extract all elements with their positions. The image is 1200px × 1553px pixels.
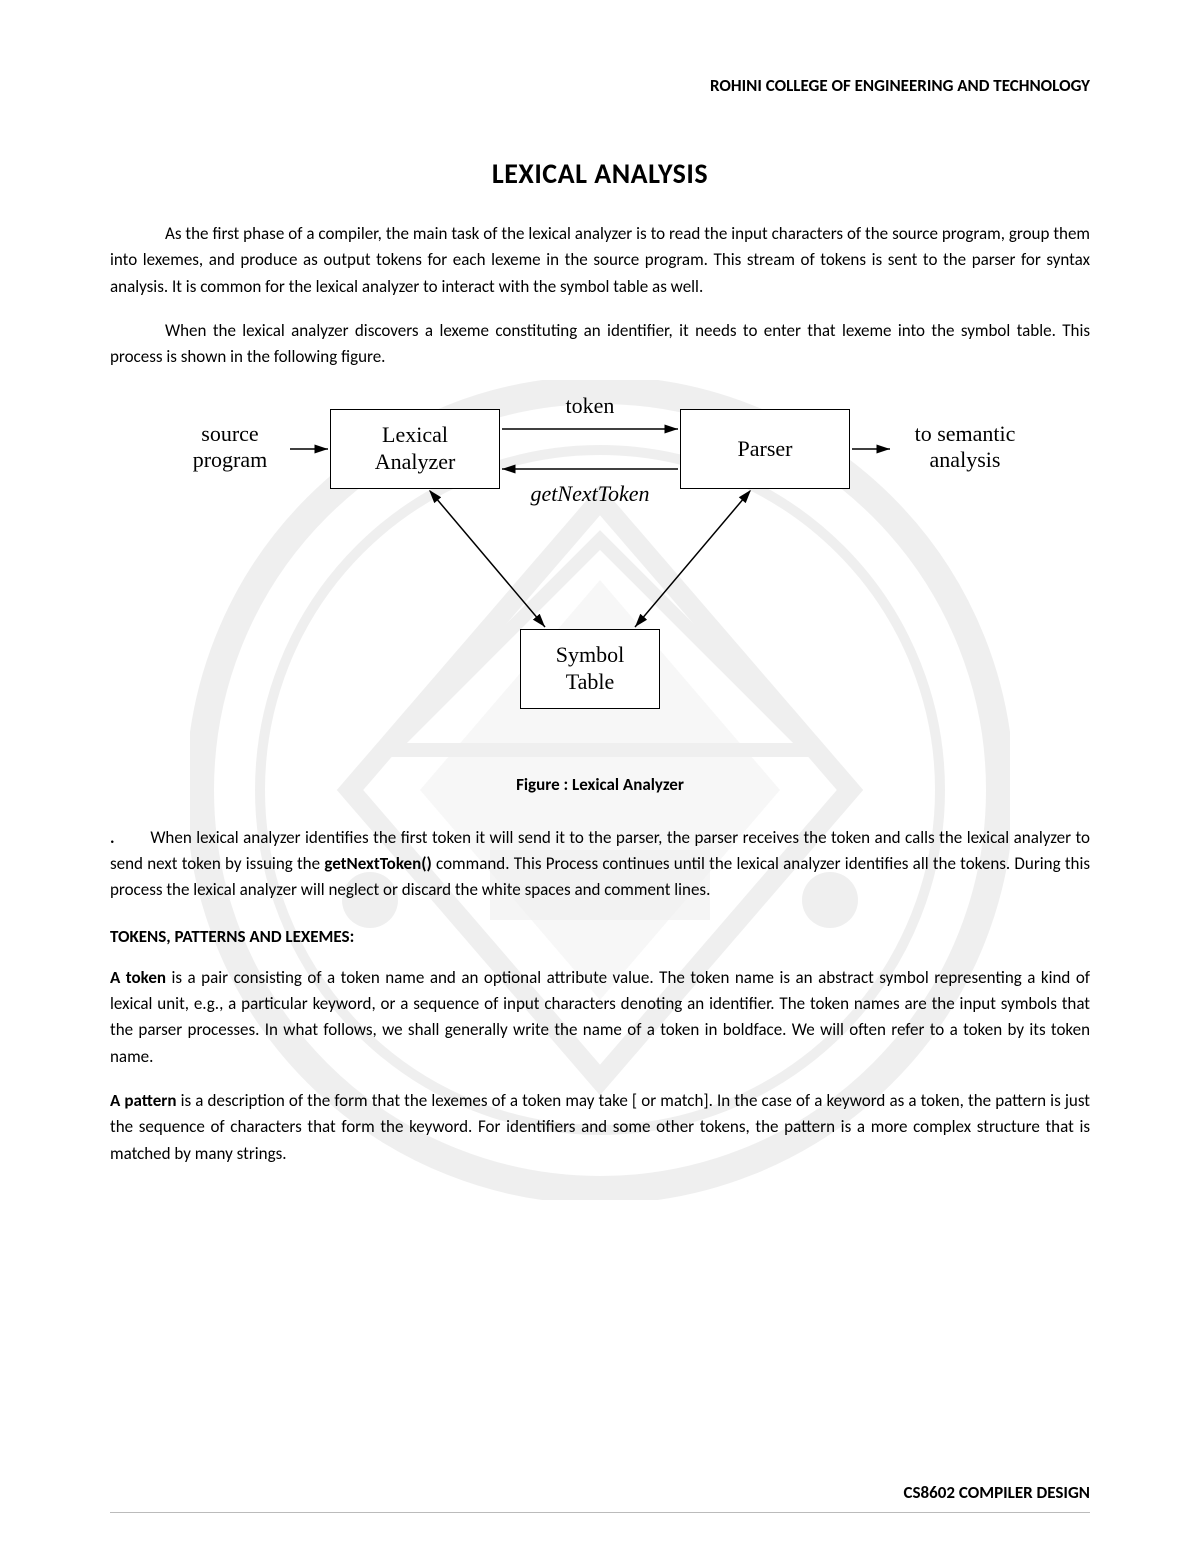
tokens-heading: TOKENS, PATTERNS AND LEXEMES: bbox=[110, 926, 1090, 947]
token-definition: A token is a pair consisting of a token … bbox=[110, 965, 1090, 1070]
diagram-label-2: token bbox=[530, 393, 650, 419]
pattern-bold: A pattern bbox=[110, 1090, 176, 1111]
token-text: is a pair consisting of a token name and… bbox=[110, 967, 1090, 1067]
token-bold: A token bbox=[110, 967, 166, 988]
pattern-definition: A pattern is a description of the form t… bbox=[110, 1088, 1090, 1167]
page-header: ROHINI COLLEGE OF ENGINEERING AND TECHNO… bbox=[110, 75, 1090, 96]
figure-caption: Figure : Lexical Analyzer bbox=[110, 774, 1090, 795]
pattern-text: is a description of the form that the le… bbox=[110, 1090, 1090, 1164]
paragraph-3: . When lexical analyzer identifies the f… bbox=[110, 825, 1090, 904]
getnexttoken-bold: getNextToken() bbox=[324, 853, 431, 874]
diagram-node-parser: Parser bbox=[680, 409, 850, 489]
diagram-label-0: sourceprogram bbox=[165, 421, 295, 473]
intro-paragraph-2: When the lexical analyzer discovers a le… bbox=[110, 318, 1090, 371]
footer-divider bbox=[110, 1512, 1090, 1513]
para3-dot: . bbox=[110, 827, 115, 848]
diagram-label-1: to semanticanalysis bbox=[890, 421, 1040, 473]
intro-paragraph-1: As the first phase of a compiler, the ma… bbox=[110, 221, 1090, 300]
diagram-node-lex: LexicalAnalyzer bbox=[330, 409, 500, 489]
diagram-label-3: getNextToken bbox=[510, 481, 670, 507]
page-title: LEXICAL ANALYSIS bbox=[110, 156, 1090, 191]
lexical-analyzer-diagram: LexicalAnalyzer Parser SymbolTable sourcep… bbox=[150, 389, 1050, 749]
diagram-node-symtab: SymbolTable bbox=[520, 629, 660, 709]
page-footer: CS8602 COMPILER DESIGN bbox=[904, 1482, 1091, 1503]
